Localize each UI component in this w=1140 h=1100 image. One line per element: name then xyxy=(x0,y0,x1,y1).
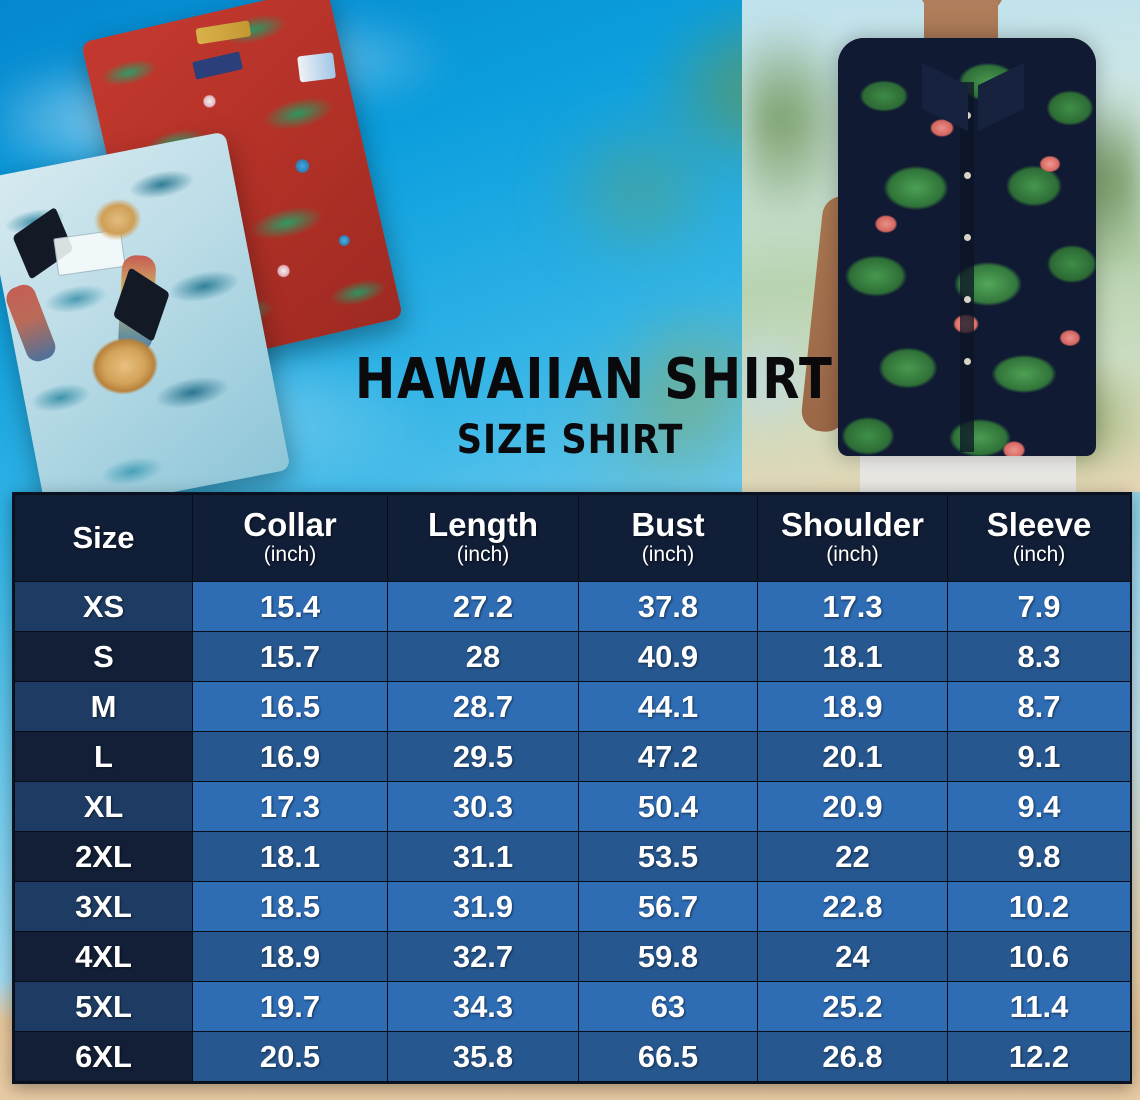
shirt-button xyxy=(964,234,971,241)
measurement-cell-length: 35.8 xyxy=(387,1031,579,1082)
measurement-cell-sleeve: 10.6 xyxy=(947,931,1131,982)
measurement-cell-length: 27.2 xyxy=(387,581,579,632)
size-chart-table-container: Size Collar (inch) Length (inch) Bust (i… xyxy=(12,492,1132,1084)
size-cell: M xyxy=(14,681,193,732)
table-row: 4XL 18.9 32.7 59.8 24 10.6 xyxy=(14,931,1131,982)
measurement-cell-collar: 15.7 xyxy=(192,631,388,682)
table-row: XS 15.4 27.2 37.8 17.3 7.9 xyxy=(14,581,1131,632)
page-subtitle: SIZE SHIRT xyxy=(456,417,684,463)
measurement-cell-bust: 37.8 xyxy=(578,581,758,632)
measurement-cell-shoulder: 17.3 xyxy=(757,581,948,632)
measurement-cell-length: 28 xyxy=(387,631,579,682)
measurement-cell-collar: 19.7 xyxy=(192,981,388,1032)
table-row: 3XL 18.5 31.9 56.7 22.8 10.2 xyxy=(14,881,1131,932)
table-row: 5XL 19.7 34.3 63 25.2 11.4 xyxy=(14,981,1131,1032)
size-chart-table: Size Collar (inch) Length (inch) Bust (i… xyxy=(14,494,1131,1082)
brand-mark xyxy=(297,52,337,83)
size-cell: XL xyxy=(14,781,193,832)
table-header: Size Collar (inch) Length (inch) Bust (i… xyxy=(14,494,1131,582)
table-row: XL 17.3 30.3 50.4 20.9 9.4 xyxy=(14,781,1131,832)
measurement-cell-shoulder: 25.2 xyxy=(757,981,948,1032)
measurement-cell-sleeve: 8.3 xyxy=(947,631,1131,682)
measurement-cell-collar: 16.9 xyxy=(192,731,388,782)
measurement-cell-bust: 53.5 xyxy=(578,831,758,882)
measurement-cell-collar: 20.5 xyxy=(192,1031,388,1082)
measurement-cell-length: 30.3 xyxy=(387,781,579,832)
column-header-sleeve: Sleeve (inch) xyxy=(947,494,1131,582)
table-header-row: Size Collar (inch) Length (inch) Bust (i… xyxy=(14,494,1131,582)
measurement-cell-shoulder: 20.1 xyxy=(757,731,948,782)
measurement-cell-shoulder: 26.8 xyxy=(757,1031,948,1082)
measurement-cell-bust: 63 xyxy=(578,981,758,1032)
measurement-cell-sleeve: 12.2 xyxy=(947,1031,1131,1082)
shirt-button xyxy=(964,358,971,365)
size-cell: 5XL xyxy=(14,981,193,1032)
size-cell: 6XL xyxy=(14,1031,193,1082)
measurement-cell-sleeve: 9.4 xyxy=(947,781,1131,832)
measurement-cell-shoulder: 20.9 xyxy=(757,781,948,832)
table-body: XS 15.4 27.2 37.8 17.3 7.9 S 15.7 28 40.9 18.1 8.3 M… xyxy=(14,581,1131,1082)
column-header-shoulder: Shoulder (inch) xyxy=(757,494,948,582)
measurement-cell-sleeve: 10.2 xyxy=(947,881,1131,932)
measurement-cell-bust: 66.5 xyxy=(578,1031,758,1082)
measurement-cell-sleeve: 8.7 xyxy=(947,681,1131,732)
size-cell: 3XL xyxy=(14,881,193,932)
measurement-cell-sleeve: 7.9 xyxy=(947,581,1131,632)
measurement-cell-bust: 50.4 xyxy=(578,781,758,832)
table-row: S 15.7 28 40.9 18.1 8.3 xyxy=(14,631,1131,682)
measurement-cell-collar: 15.4 xyxy=(192,581,388,632)
measurement-cell-length: 31.9 xyxy=(387,881,579,932)
column-header-collar: Collar (inch) xyxy=(192,494,388,582)
column-header-bust: Bust (inch) xyxy=(578,494,758,582)
measurement-cell-collar: 16.5 xyxy=(192,681,388,732)
measurement-cell-shoulder: 18.9 xyxy=(757,681,948,732)
poster-title-block: HAWAIIAN SHIRT SIZE SHIRT xyxy=(320,347,834,463)
measurement-cell-sleeve: 9.1 xyxy=(947,731,1131,782)
measurement-cell-sleeve: 9.8 xyxy=(947,831,1131,882)
measurement-cell-sleeve: 11.4 xyxy=(947,981,1131,1032)
size-cell: 2XL xyxy=(14,831,193,882)
measurement-cell-length: 28.7 xyxy=(387,681,579,732)
measurement-cell-bust: 59.8 xyxy=(578,931,758,982)
table-row: L 16.9 29.5 47.2 20.1 9.1 xyxy=(14,731,1131,782)
measurement-cell-collar: 18.1 xyxy=(192,831,388,882)
measurement-cell-bust: 40.9 xyxy=(578,631,758,682)
measurement-cell-collar: 18.9 xyxy=(192,931,388,982)
measurement-cell-bust: 47.2 xyxy=(578,731,758,782)
size-cell: 4XL xyxy=(14,931,193,982)
size-cell: S xyxy=(14,631,193,682)
column-header-length: Length (inch) xyxy=(387,494,579,582)
measurement-cell-bust: 44.1 xyxy=(578,681,758,732)
navy-flamingo-shirt xyxy=(838,38,1096,456)
table-row: 6XL 20.5 35.8 66.5 26.8 12.2 xyxy=(14,1031,1131,1082)
measurement-cell-shoulder: 22 xyxy=(757,831,948,882)
page-title: HAWAIIAN SHIRT xyxy=(355,347,834,412)
shirt-button xyxy=(964,172,971,179)
measurement-cell-collar: 18.5 xyxy=(192,881,388,932)
measurement-cell-collar: 17.3 xyxy=(192,781,388,832)
measurement-cell-length: 32.7 xyxy=(387,931,579,982)
table-row: M 16.5 28.7 44.1 18.9 8.7 xyxy=(14,681,1131,732)
measurement-cell-shoulder: 18.1 xyxy=(757,631,948,682)
size-cell: L xyxy=(14,731,193,782)
table-row: 2XL 18.1 31.1 53.5 22 9.8 xyxy=(14,831,1131,882)
shirt-button xyxy=(964,296,971,303)
size-cell: XS xyxy=(14,581,193,632)
measurement-cell-bust: 56.7 xyxy=(578,881,758,932)
model-photo xyxy=(742,0,1140,492)
measurement-cell-shoulder: 24 xyxy=(757,931,948,982)
measurement-cell-length: 29.5 xyxy=(387,731,579,782)
column-header-size: Size xyxy=(14,494,193,582)
measurement-cell-length: 31.1 xyxy=(387,831,579,882)
measurement-cell-length: 34.3 xyxy=(387,981,579,1032)
shirt-placket xyxy=(960,82,974,452)
measurement-cell-shoulder: 22.8 xyxy=(757,881,948,932)
